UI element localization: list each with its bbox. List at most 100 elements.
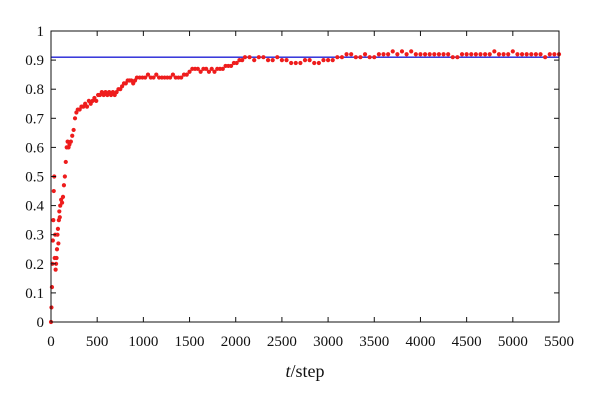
y-tick-label: 0.4 [25,199,44,215]
data-point [198,69,203,74]
data-point [496,52,502,57]
data-point [51,218,56,223]
x-axis-title-unit: /step [291,361,325,381]
data-point [143,75,148,80]
x-tick-label: 500 [86,334,109,350]
data-point [510,49,515,54]
data-point [60,194,66,199]
data-point [446,52,451,57]
data-point [151,75,156,80]
data-point [487,52,492,57]
data-point [51,188,56,194]
x-tick-label: 5000 [498,334,528,350]
data-point [55,226,61,231]
data-point [362,52,368,57]
x-tick-label: 1500 [175,334,205,350]
data-point [179,75,184,80]
x-tick-label: 4500 [452,334,482,350]
data-point [229,63,234,69]
data-point [335,55,340,60]
data-point [209,66,214,71]
data-point [524,52,529,57]
data-point [275,55,280,60]
data-point [492,49,497,54]
data-point [293,60,298,66]
data-point [256,55,261,60]
data-point [538,52,543,57]
data-point [519,52,525,57]
y-tick-label: 0.7 [25,111,44,127]
data-point [62,174,67,179]
data-point [55,232,60,237]
y-tick-label: 1 [37,24,45,40]
x-tick-label: 0 [47,334,55,350]
data-point [206,69,212,74]
data-point [170,72,176,77]
plot-area-frame [50,30,560,323]
data-point [284,58,289,63]
data-point [68,139,73,144]
data-point [316,60,321,66]
data-point [49,284,55,290]
data-point [61,183,67,188]
data-point [469,52,474,57]
y-axis-ticks: 0 0.1 0.2 0.3 0.4 0.5 0.6 0.7 0.8 0.9 1 [25,24,559,331]
data-point [71,127,76,133]
x-tick-label: 4000 [405,334,435,350]
data-point [212,69,217,74]
data-point [353,55,358,60]
y-tick-label: 0.1 [25,286,44,302]
x-tick-label: 3000 [313,334,343,350]
data-point [70,133,75,138]
data-point [312,60,317,66]
data-point [247,55,252,60]
x-axis-title-variable: t [285,361,291,381]
data-point [53,261,59,266]
data-point [252,58,257,63]
data-point [84,104,90,109]
data-point [344,52,349,57]
data-point [240,58,245,63]
data-point [432,52,437,57]
data-point [63,159,68,165]
data-point [145,72,151,77]
data-point [184,72,189,77]
data-point [330,58,335,63]
data-point [533,52,539,57]
data-point [94,98,99,103]
data-point [418,52,423,57]
data-point [302,58,308,63]
y-tick-label: 0.8 [25,82,44,98]
x-tick-label: 3500 [359,334,389,350]
data-point [529,52,534,57]
data-point [547,52,552,57]
data-point [441,52,446,57]
data-point [473,52,478,57]
data-point [381,52,386,57]
data-point [57,209,62,214]
data-point [358,55,363,60]
y-tick-label: 0.6 [25,140,44,156]
data-point [242,55,248,60]
data-point [54,247,60,252]
data-point [506,52,511,57]
data-point [204,66,209,71]
data-point [234,60,239,66]
data-point [298,60,303,66]
data-point [399,49,405,54]
data-point [367,55,372,60]
x-tick-label: 2000 [221,334,251,350]
y-tick-label: 0 [37,315,45,331]
data-point [515,52,520,57]
data-point [501,52,506,57]
x-tick-label: 2500 [267,334,297,350]
y-tick-label: 0.5 [25,170,44,186]
data-point [154,72,159,77]
data-point [56,241,61,246]
y-tick-label: 0.3 [25,228,44,244]
data-point [339,55,345,60]
data-point [483,52,488,57]
data-point [543,55,548,60]
data-point [372,55,377,60]
